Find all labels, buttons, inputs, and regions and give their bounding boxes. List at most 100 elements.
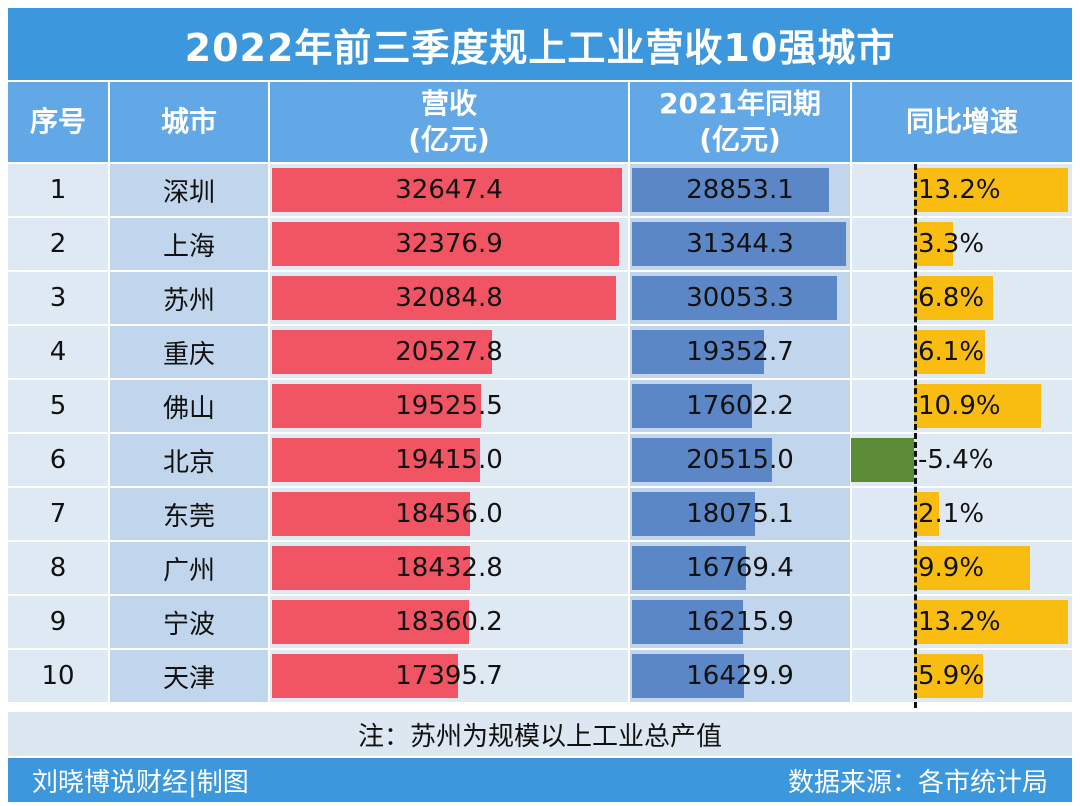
last-year-label: 17602.2 (686, 391, 794, 421)
revenue-bar (272, 168, 622, 212)
last-year-bar (632, 330, 764, 374)
header-city: 城市 (110, 82, 268, 162)
header-revenue-label: 营收 (420, 87, 477, 120)
city-cell: 东莞 (162, 501, 215, 532)
city-cell: 苏州 (162, 285, 215, 316)
footer-source: 数据来源：各市统计局 (787, 767, 1048, 798)
cell-background (8, 434, 108, 486)
header-rank: 序号 (8, 82, 108, 162)
cell-background (8, 218, 108, 270)
chart-title: 2022年前三季度规上工业营收10强城市 (8, 8, 1072, 80)
rank-cell: 9 (49, 607, 67, 637)
last-year-label: 30053.3 (686, 283, 794, 313)
last-year-label: 20515.0 (686, 445, 794, 475)
last-year-bar (632, 600, 743, 644)
revenue-bar (272, 492, 470, 536)
zero-line (914, 164, 917, 708)
cell-background (8, 596, 108, 648)
revenue-label: 18432.8 (395, 553, 503, 583)
revenue-label: 19525.5 (395, 391, 503, 421)
cell-background (110, 326, 268, 378)
header-growth-label: 同比增速 (905, 105, 1018, 138)
table-row: 4 重庆 20527.8 19352.7 6.1% (8, 326, 1072, 378)
revenue-bar (272, 330, 492, 374)
revenue-label: 18360.2 (395, 607, 503, 637)
growth-label: 9.9% (918, 553, 985, 583)
growth-label: 13.2% (918, 607, 1001, 637)
growth-bar (914, 492, 939, 536)
city-cell: 北京 (162, 447, 215, 478)
city-cell: 上海 (162, 231, 215, 262)
table-row: 9 宁波 18360.2 16215.9 13.2% (8, 596, 1072, 648)
last-year-bar (632, 546, 746, 590)
header-revenue: 营收 (亿元) (270, 82, 628, 162)
city-cell: 佛山 (162, 393, 215, 424)
growth-label: 3.3% (918, 229, 985, 259)
growth-bar (914, 654, 983, 698)
growth-bar (914, 330, 985, 374)
cell-background (110, 542, 268, 594)
growth-label: 10.9% (918, 391, 1001, 421)
growth-bar (914, 384, 1041, 428)
last-year-bar (632, 492, 755, 536)
cell-background (110, 164, 268, 216)
growth-label: 13.2% (918, 175, 1001, 205)
last-year-label: 19352.7 (686, 337, 794, 367)
growth-label: -5.4% (918, 445, 994, 475)
cell-background (852, 218, 1072, 270)
cell-background (110, 218, 268, 270)
city-cell: 宁波 (162, 609, 215, 640)
rank-cell: 5 (49, 391, 67, 421)
cell-background (8, 380, 108, 432)
last-year-bar (632, 168, 829, 212)
header-last-year-label: 2021年同期 (659, 87, 821, 120)
header-rank-label: 序号 (29, 105, 86, 138)
city-cell: 重庆 (162, 339, 215, 370)
city-cell: 深圳 (162, 177, 215, 208)
revenue-bar (272, 384, 481, 428)
growth-bar (914, 546, 1030, 590)
revenue-label: 20527.8 (395, 337, 503, 367)
last-year-bar (632, 384, 752, 428)
last-year-bar (632, 276, 837, 320)
table-row: 1 深圳 32647.4 28853.1 13.2% (8, 164, 1072, 216)
cell-background (8, 326, 108, 378)
rank-cell: 10 (41, 661, 75, 691)
table-row: 3 苏州 32084.8 30053.3 6.8% (8, 272, 1072, 324)
footnote: 注：苏州为规模以上工业总产值 (8, 712, 1072, 756)
last-year-label: 18075.1 (686, 499, 794, 529)
last-year-label: 16429.9 (686, 661, 794, 691)
rank-cell: 4 (49, 337, 67, 367)
rank-cell: 3 (49, 283, 67, 313)
cell-background (8, 164, 108, 216)
table-row: 6 北京 19415.0 20515.0 -5.4% (8, 434, 1072, 486)
table-row: 7 东莞 18456.0 18075.1 2.1% (8, 488, 1072, 540)
rank-cell: 6 (49, 445, 67, 475)
revenue-bar (272, 600, 469, 644)
city-cell: 广州 (162, 555, 215, 586)
revenue-bar (272, 546, 470, 590)
revenue-bar (272, 276, 616, 320)
cell-background (110, 434, 268, 486)
header-last-year: 2021年同期 (亿元) (630, 82, 850, 162)
revenue-label: 32084.8 (395, 283, 503, 313)
cell-background (110, 650, 268, 702)
cell-background (110, 272, 268, 324)
footer-bar: 刘晓博说财经|制图 数据来源：各市统计局 (8, 758, 1072, 802)
cell-background (8, 650, 108, 702)
rank-cell: 8 (49, 553, 67, 583)
growth-bar (914, 276, 993, 320)
last-year-bar (632, 438, 772, 482)
table-row: 2 上海 32376.9 31344.3 3.3% (8, 218, 1072, 270)
growth-label: 6.1% (918, 337, 985, 367)
last-year-label: 31344.3 (686, 229, 794, 259)
revenue-label: 32376.9 (395, 229, 503, 259)
header-city-label: 城市 (160, 105, 217, 138)
revenue-bar (272, 222, 619, 266)
growth-bar (851, 438, 914, 482)
growth-label: 2.1% (918, 499, 985, 529)
revenue-bar (272, 438, 480, 482)
cell-background (110, 380, 268, 432)
table-row: 5 佛山 19525.5 17602.2 10.9% (8, 380, 1072, 432)
